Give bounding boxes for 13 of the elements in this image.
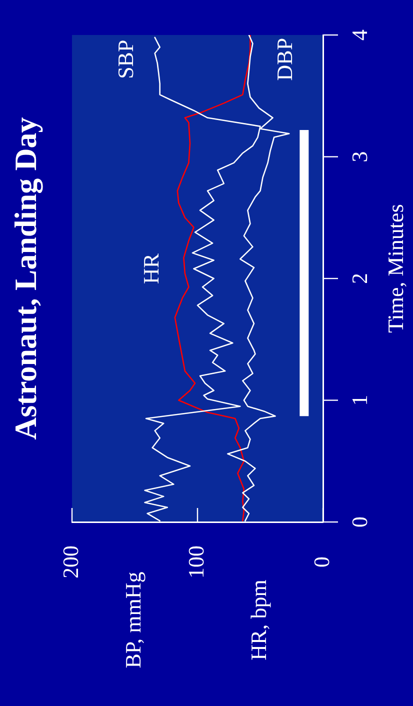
text: DBP	[272, 38, 297, 81]
y-tick-label: 4	[346, 30, 372, 40]
y-axis-title: Time, Minutes	[382, 204, 408, 333]
text: HR	[138, 253, 164, 284]
y-tick-label: 0	[346, 516, 372, 528]
text: Astronaut, Landing Day	[8, 116, 44, 440]
x-tick-label: 0	[308, 556, 334, 568]
y-tick-label: 2	[346, 273, 372, 284]
x-tick-label: 100	[183, 546, 208, 578]
x-tick-label: 200	[58, 546, 83, 578]
y-tick-label: 3	[346, 151, 372, 162]
text: SBP	[113, 40, 138, 79]
y-tick-label: 1	[346, 394, 372, 406]
